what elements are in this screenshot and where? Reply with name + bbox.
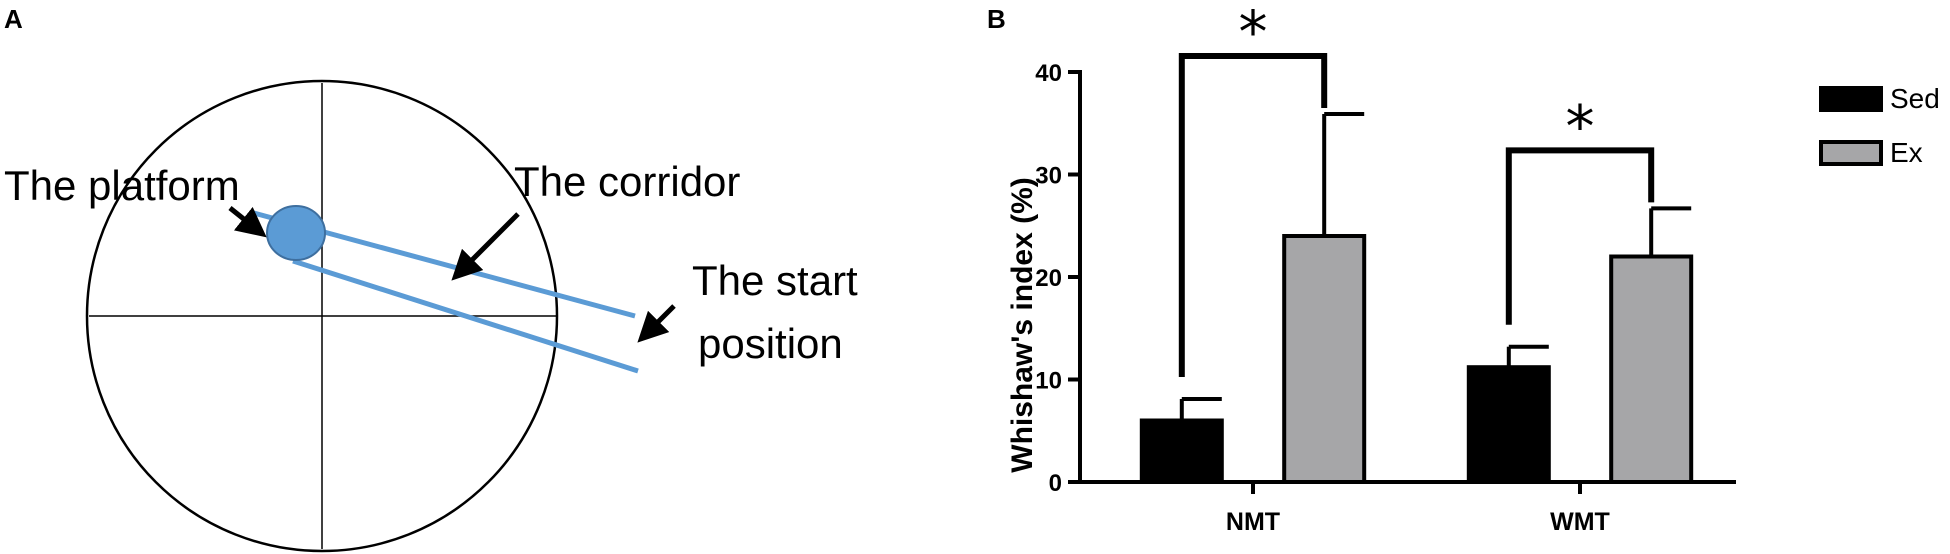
y-axis-label: Whishaw's index (%): [1006, 177, 1039, 473]
significance-star: *: [1566, 92, 1595, 160]
bar-sed-wmt: [1466, 365, 1551, 485]
corridor-arrow: [451, 212, 520, 281]
start-position-arrow: [637, 304, 676, 343]
significance-bracket: [1505, 147, 1655, 325]
panel-a-letter: A: [4, 4, 23, 34]
significance-bracket: [1178, 53, 1328, 377]
legend-swatch-ex: [1819, 140, 1883, 166]
whishaw-index-chart: Whishaw's index (%) 0 10 20 30 40 NMT WMT * * S…: [1006, 0, 1940, 536]
x-tick-label: WMT: [1550, 508, 1610, 536]
platform-label: The platform: [4, 162, 240, 209]
legend-label-sed: Sed: [1890, 83, 1940, 114]
bar-sed-nmt: [1139, 418, 1224, 484]
start-position-label-line2: position: [698, 320, 843, 367]
y-tick-label: 10: [1035, 368, 1062, 395]
start-position-label-line1: The start: [692, 257, 858, 304]
corridor-label: The corridor: [514, 158, 740, 205]
x-tick-label: NMT: [1226, 508, 1280, 536]
bar-ex-nmt: [1282, 234, 1367, 484]
water-maze-diagram: The platform The corridor The start posi…: [4, 79, 858, 553]
y-tick-label: 20: [1035, 265, 1062, 292]
platform-arrow: [228, 206, 267, 238]
legend-label-ex: Ex: [1890, 137, 1923, 168]
y-tick-label: 0: [1049, 470, 1062, 497]
y-tick-label: 30: [1035, 163, 1062, 190]
y-tick-label: 40: [1035, 60, 1062, 87]
significance-star: *: [1239, 0, 1268, 66]
bar-ex-wmt: [1609, 254, 1694, 484]
platform-marker: [266, 205, 326, 261]
corridor-lower-edge: [292, 258, 639, 374]
panel-b-letter: B: [987, 4, 1006, 34]
pool-outline: [85, 79, 559, 553]
legend-swatch-sed: [1819, 86, 1883, 112]
